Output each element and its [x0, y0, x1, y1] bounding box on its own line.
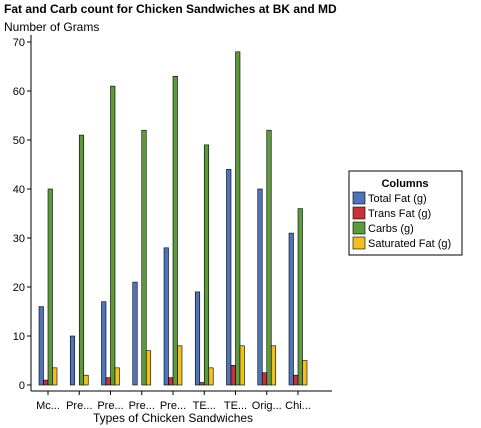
bar — [199, 382, 205, 386]
y-tick-label: 0 — [19, 380, 25, 392]
bar — [110, 85, 116, 386]
bar — [230, 365, 236, 386]
legend-title: Columns — [381, 178, 428, 190]
bar — [43, 379, 49, 386]
x-tick-label: TE... — [193, 400, 216, 412]
y-tick-label: 70 — [13, 37, 25, 49]
bar — [132, 281, 138, 386]
legend-item-label: Total Fat (g) — [368, 193, 427, 205]
bar — [177, 345, 183, 386]
bar — [114, 367, 120, 386]
bar — [172, 76, 178, 386]
x-tick-label: Mc... — [36, 400, 60, 412]
x-tick-label: Orig... — [252, 400, 282, 412]
bar — [203, 144, 210, 386]
bar — [270, 345, 277, 386]
y-axis-label: Number of Grams — [4, 20, 99, 34]
x-tick-label: Pre... — [160, 400, 186, 412]
bar — [141, 129, 147, 386]
bar — [105, 377, 111, 386]
bar — [266, 129, 272, 386]
bar — [194, 291, 201, 386]
bar — [47, 188, 53, 386]
plot-area: 0 10 20 30 40 50 60 70 Mc... Pre... Pre... Pre... Pr… — [13, 35, 332, 412]
x-tick-label: Pre... — [97, 400, 123, 412]
bar — [226, 169, 232, 386]
bar — [83, 374, 89, 386]
legend-item-label: Trans Fat (g) — [368, 208, 431, 220]
y-tick-label: 20 — [13, 282, 25, 294]
legend-swatch — [352, 236, 366, 250]
bar — [163, 247, 169, 386]
y-tick-label: 50 — [13, 135, 25, 147]
bar — [38, 306, 44, 386]
bar — [168, 377, 174, 386]
legend-swatch — [352, 191, 366, 205]
bar — [302, 360, 308, 386]
bar — [101, 301, 107, 386]
x-tick-label: Pre... — [129, 400, 155, 412]
legend: Columns Total Fat (g) Trans Fat (g) Carbs … — [348, 170, 463, 256]
x-tick-label: Chi... — [285, 400, 311, 412]
chart-title: Fat and Carb count for Chicken Sandwiche… — [4, 2, 337, 16]
x-tick-label: TE... — [224, 400, 247, 412]
bar — [293, 374, 299, 386]
bar — [208, 367, 214, 386]
legend-swatch — [352, 221, 366, 235]
y-tick-label: 40 — [13, 184, 25, 196]
bar — [69, 335, 76, 386]
bar — [257, 188, 263, 386]
legend-box — [348, 170, 463, 256]
bar — [145, 350, 152, 386]
bar — [288, 232, 294, 386]
bar — [235, 51, 241, 386]
bar — [52, 367, 58, 386]
x-axis-label: Types of Chicken Sandwiches — [93, 411, 253, 425]
bar — [78, 134, 85, 386]
bar — [261, 372, 268, 386]
bar — [239, 345, 245, 386]
legend-item-label: Saturated Fat (g) — [368, 238, 451, 250]
legend-swatch — [352, 206, 366, 220]
y-tick-label: 60 — [13, 86, 25, 98]
x-tick-label: Pre... — [66, 400, 92, 412]
y-tick-label: 10 — [13, 331, 25, 343]
legend-item-label: Carbs (g) — [368, 223, 414, 235]
bar — [297, 208, 303, 386]
y-tick-label: 30 — [13, 233, 25, 245]
